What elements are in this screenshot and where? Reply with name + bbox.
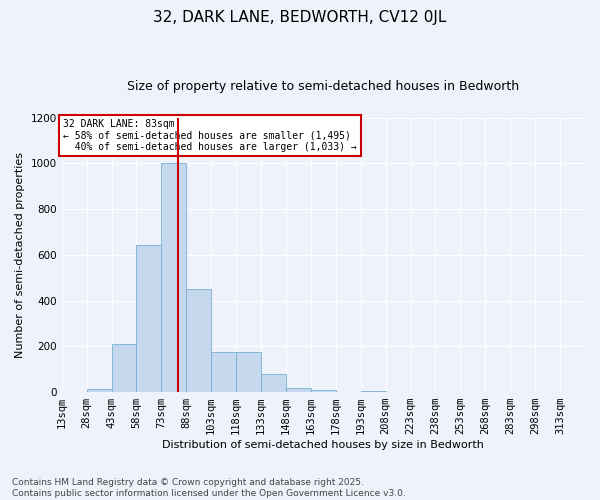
Text: 32, DARK LANE, BEDWORTH, CV12 0JL: 32, DARK LANE, BEDWORTH, CV12 0JL	[154, 10, 446, 25]
Bar	[112, 344, 136, 392]
Bar	[311, 390, 336, 392]
Text: Contains HM Land Registry data © Crown copyright and database right 2025.
Contai: Contains HM Land Registry data © Crown c…	[12, 478, 406, 498]
Bar	[186, 289, 211, 392]
Bar	[211, 352, 236, 392]
X-axis label: Distribution of semi-detached houses by size in Bedworth: Distribution of semi-detached houses by …	[163, 440, 484, 450]
Text: 32 DARK LANE: 83sqm
← 58% of semi-detached houses are smaller (1,495)
  40% of s: 32 DARK LANE: 83sqm ← 58% of semi-detach…	[64, 119, 357, 152]
Bar	[136, 244, 161, 392]
Title: Size of property relative to semi-detached houses in Bedworth: Size of property relative to semi-detach…	[127, 80, 520, 93]
Bar	[161, 164, 186, 392]
Bar	[286, 388, 311, 392]
Y-axis label: Number of semi-detached properties: Number of semi-detached properties	[15, 152, 25, 358]
Bar	[261, 374, 286, 392]
Bar	[361, 391, 386, 392]
Bar	[236, 352, 261, 392]
Bar	[86, 388, 112, 392]
